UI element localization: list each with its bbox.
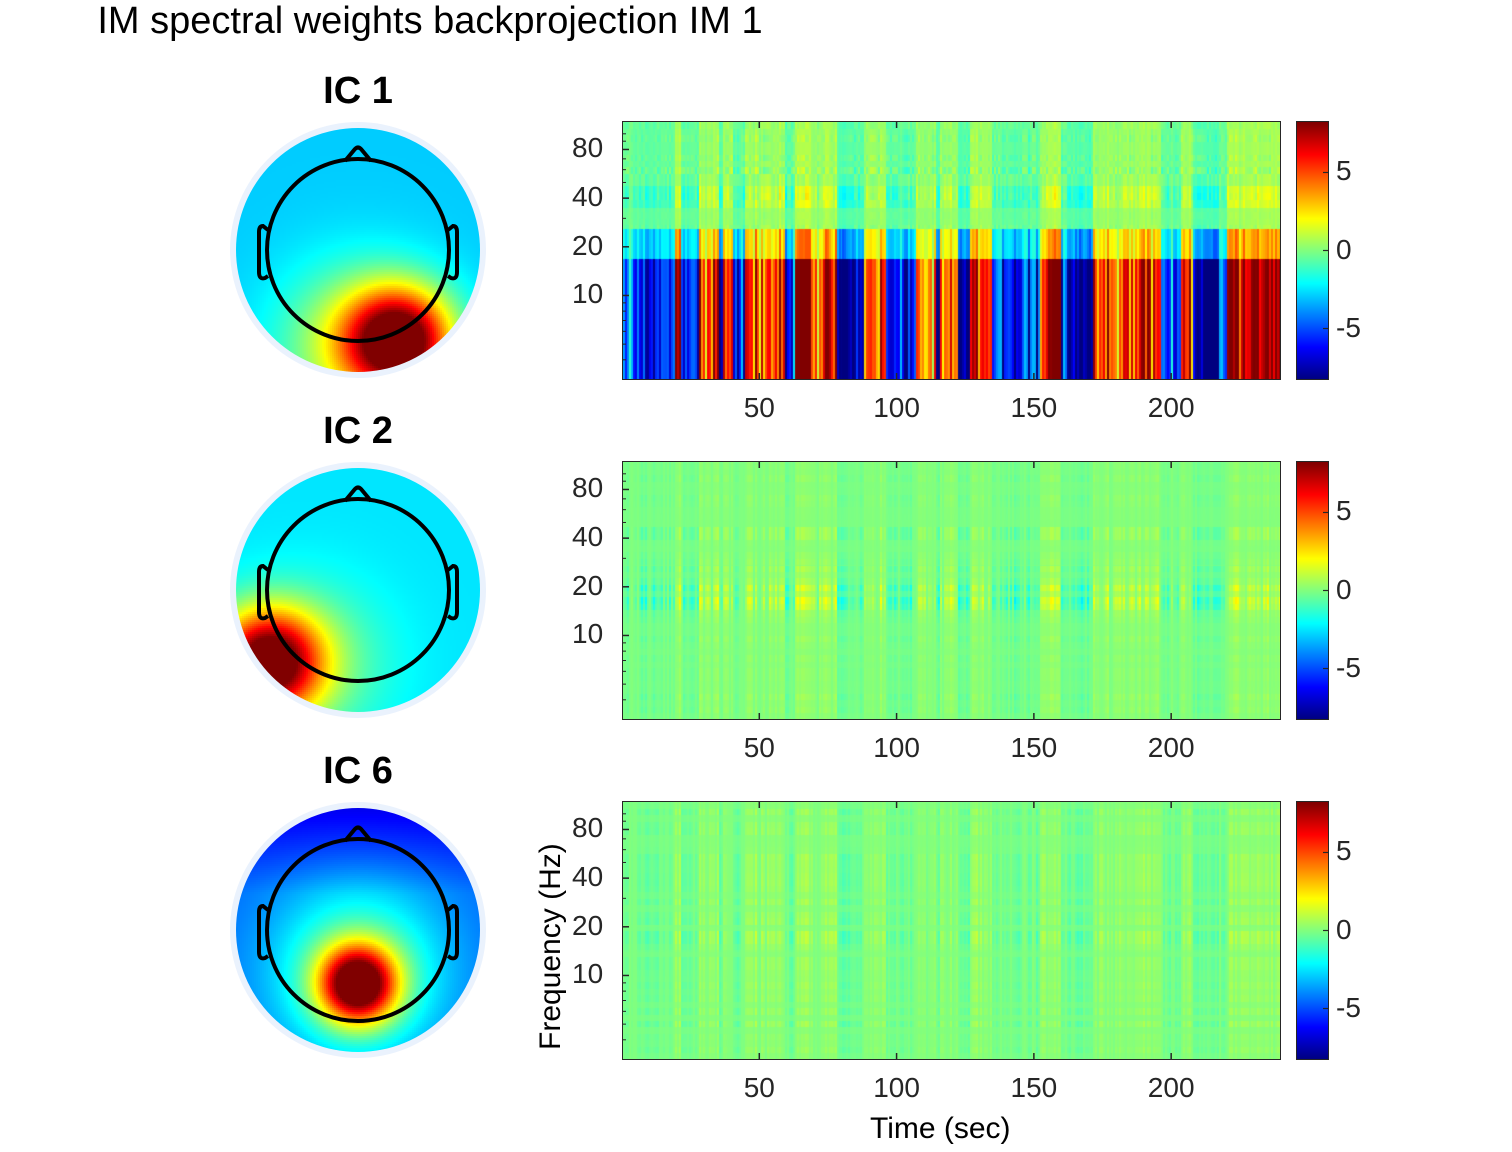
colorbar-gradient [1297, 122, 1328, 379]
scalp-topography-ic6 [230, 802, 486, 1058]
scalp-topography-ic2 [230, 462, 486, 718]
colorbar-tick-label: 5 [1336, 155, 1352, 187]
y-axis-label: Frequency (Hz) [534, 843, 567, 1050]
left-ear-outline [257, 223, 270, 281]
head-outline [265, 497, 451, 683]
colorbar-gradient [1297, 802, 1328, 1059]
colorbar-ic1 [1296, 121, 1329, 380]
nose-outline [343, 485, 373, 503]
x-tick-label: 150 [1010, 732, 1058, 763]
right-ear-outline [446, 903, 459, 961]
y-tick-label: 10 [572, 958, 604, 990]
spectrogram-image [623, 462, 1280, 719]
y-tick-label: 20 [572, 909, 604, 941]
spectrogram-image [623, 802, 1280, 1059]
x-axis-label: Time (sec) [870, 1112, 1011, 1145]
x-tick-label: 200 [1147, 1072, 1195, 1103]
head-outline [265, 157, 451, 343]
topo-title: IC 1 [323, 70, 393, 112]
colorbar-gradient [1297, 462, 1328, 719]
colorbar-tick-label: 5 [1336, 835, 1352, 867]
colorbar-tick-label: -5 [1336, 991, 1361, 1023]
topo-map [236, 468, 480, 712]
y-tick-label: 20 [572, 569, 604, 601]
colorbar-tick-label: -5 [1336, 311, 1361, 343]
colorbar-tick-label: 0 [1336, 573, 1352, 605]
spectrogram-image [623, 122, 1280, 379]
colorbar-tick-label: 5 [1336, 495, 1352, 527]
x-tick-label: 100 [873, 1072, 920, 1103]
y-tick-label: 80 [572, 812, 604, 844]
x-tick-label: 100 [873, 392, 920, 423]
x-tick-label: 50 [743, 392, 775, 423]
spectrogram-ic2 [622, 461, 1281, 720]
colorbar-ic6 [1296, 801, 1329, 1060]
y-tick-label: 80 [572, 472, 604, 504]
colorbar-tick-label: -5 [1336, 651, 1361, 683]
x-tick-label: 100 [873, 732, 920, 763]
y-tick-label: 40 [572, 181, 604, 213]
y-tick-label: 10 [572, 618, 604, 650]
topo-map [236, 128, 480, 372]
scalp-topography-ic1 [230, 122, 486, 378]
left-ear-outline [257, 903, 270, 961]
spectrogram-ic6 [622, 801, 1281, 1060]
topo-title: IC 2 [323, 410, 393, 452]
spectrogram-ic1 [622, 121, 1281, 380]
y-tick-label: 10 [572, 278, 604, 310]
colorbar-tick-label: 0 [1336, 913, 1352, 945]
right-ear-outline [446, 563, 459, 621]
x-tick-label: 50 [743, 1072, 775, 1103]
y-tick-label: 80 [572, 132, 604, 164]
nose-outline [343, 145, 373, 163]
right-ear-outline [446, 223, 459, 281]
colorbar-tick-label: 0 [1336, 233, 1352, 265]
x-tick-label: 150 [1010, 1072, 1058, 1103]
x-tick-label: 200 [1147, 732, 1195, 763]
colorbar-ic2 [1296, 461, 1329, 720]
x-tick-label: 200 [1147, 392, 1195, 423]
x-tick-label: 50 [743, 732, 775, 763]
nose-outline [343, 825, 373, 843]
figure-title: IM spectral weights backprojection IM 1 [97, 0, 763, 42]
y-tick-label: 40 [572, 861, 604, 893]
y-tick-label: 20 [572, 229, 604, 261]
left-ear-outline [257, 563, 270, 621]
x-tick-label: 150 [1010, 392, 1058, 423]
y-tick-label: 40 [572, 521, 604, 553]
head-outline [265, 837, 451, 1023]
topo-title: IC 6 [323, 750, 393, 792]
topo-map [236, 808, 480, 1052]
